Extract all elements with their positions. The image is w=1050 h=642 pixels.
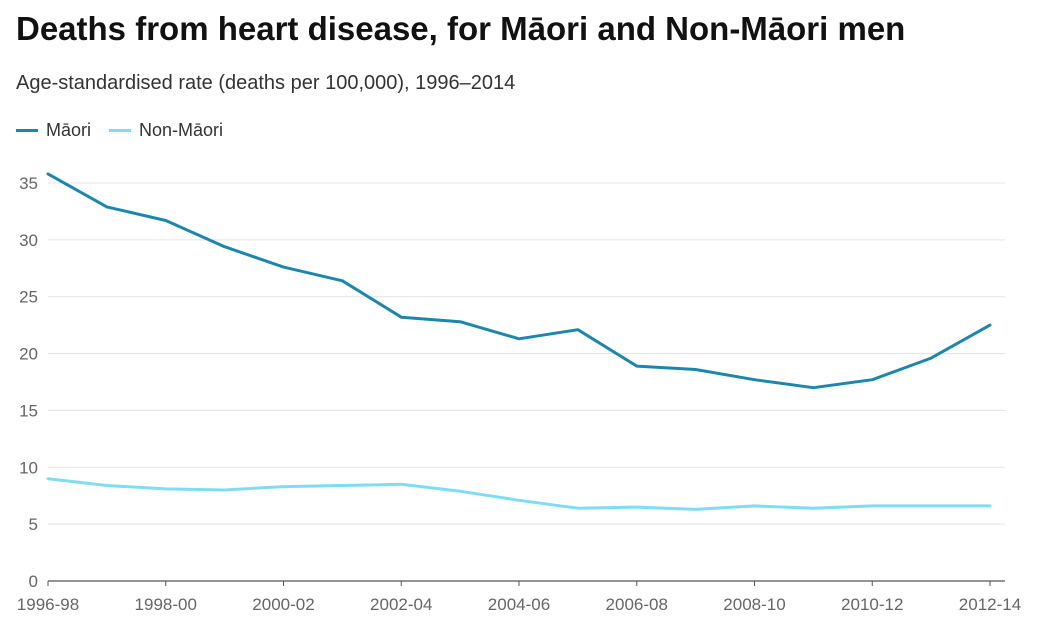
data-point-non-m-ori-11	[694, 508, 697, 511]
data-point-non-m-ori-12	[753, 504, 756, 507]
data-point-non-m-ori-1	[105, 484, 108, 487]
data-point-m-ori-10	[635, 365, 638, 368]
data-point-non-m-ori-9	[576, 507, 579, 510]
legend-label-maori: Māori	[46, 120, 92, 140]
data-point-non-m-ori-3	[223, 489, 226, 492]
y-tick-label-20: 20	[19, 345, 38, 364]
x-tick-label-2010-12: 2010-12	[841, 595, 903, 614]
legend-swatch-maori	[16, 129, 38, 132]
data-point-m-ori-7	[459, 320, 462, 323]
series-line-non-m-ori	[46, 477, 992, 511]
data-point-non-m-ori-10	[635, 506, 638, 509]
data-point-m-ori-8	[518, 337, 521, 340]
x-tick-label-2012-14: 2012-14	[959, 595, 1021, 614]
y-tick-label-10: 10	[19, 458, 38, 477]
data-point-m-ori-1	[105, 205, 108, 208]
data-point-m-ori-12	[753, 378, 756, 381]
x-tick-label-2000-02: 2000-02	[252, 595, 314, 614]
data-point-non-m-ori-15	[930, 504, 933, 507]
x-tick-label-1998-00: 1998-00	[135, 595, 197, 614]
data-point-non-m-ori-0	[47, 477, 50, 480]
y-tick-label-25: 25	[19, 288, 38, 307]
y-tick-label-35: 35	[19, 174, 38, 193]
chart-title: Deaths from heart disease, for Māori and…	[16, 10, 906, 47]
data-point-m-ori-16	[989, 324, 992, 327]
data-point-non-m-ori-7	[459, 490, 462, 493]
series-line-m-ori	[46, 172, 992, 390]
data-point-m-ori-4	[282, 266, 285, 269]
data-point-non-m-ori-8	[518, 499, 521, 502]
legend-label-non-maori: Non-Māori	[139, 120, 224, 140]
chart-subtitle: Age-standardised rate (deaths per 100,00…	[16, 72, 516, 94]
data-point-m-ori-13	[812, 386, 815, 389]
y-tick-label-15: 15	[19, 401, 38, 420]
data-point-m-ori-6	[400, 316, 403, 319]
y-tick-label-5: 5	[29, 515, 38, 534]
data-point-non-m-ori-16	[989, 504, 992, 507]
x-tick-label-1996-98: 1996-98	[17, 595, 79, 614]
data-point-non-m-ori-13	[812, 507, 815, 510]
data-point-non-m-ori-2	[164, 487, 167, 490]
legend-item-maori: Māori	[16, 120, 91, 141]
legend: Māori Non-Māori	[16, 120, 241, 141]
y-tick-label-0: 0	[29, 572, 38, 591]
data-point-m-ori-2	[164, 219, 167, 222]
data-point-non-m-ori-4	[282, 485, 285, 488]
data-point-non-m-ori-6	[400, 483, 403, 486]
x-tick-label-2008-10: 2008-10	[723, 595, 785, 614]
data-point-m-ori-5	[341, 279, 344, 282]
data-point-m-ori-15	[930, 357, 933, 360]
x-tick-label-2006-08: 2006-08	[606, 595, 668, 614]
data-point-m-ori-11	[694, 368, 697, 371]
data-point-m-ori-9	[576, 328, 579, 331]
y-tick-label-30: 30	[19, 231, 38, 250]
data-point-non-m-ori-14	[871, 504, 874, 507]
data-point-m-ori-3	[223, 245, 226, 248]
x-tick-label-2004-06: 2004-06	[488, 595, 550, 614]
legend-swatch-non-maori	[109, 129, 132, 132]
data-point-non-m-ori-5	[341, 484, 344, 487]
data-point-m-ori-0	[47, 172, 50, 175]
x-tick-label-2002-04: 2002-04	[370, 595, 432, 614]
legend-item-non-maori: Non-Māori	[109, 120, 223, 141]
data-point-m-ori-14	[871, 378, 874, 381]
